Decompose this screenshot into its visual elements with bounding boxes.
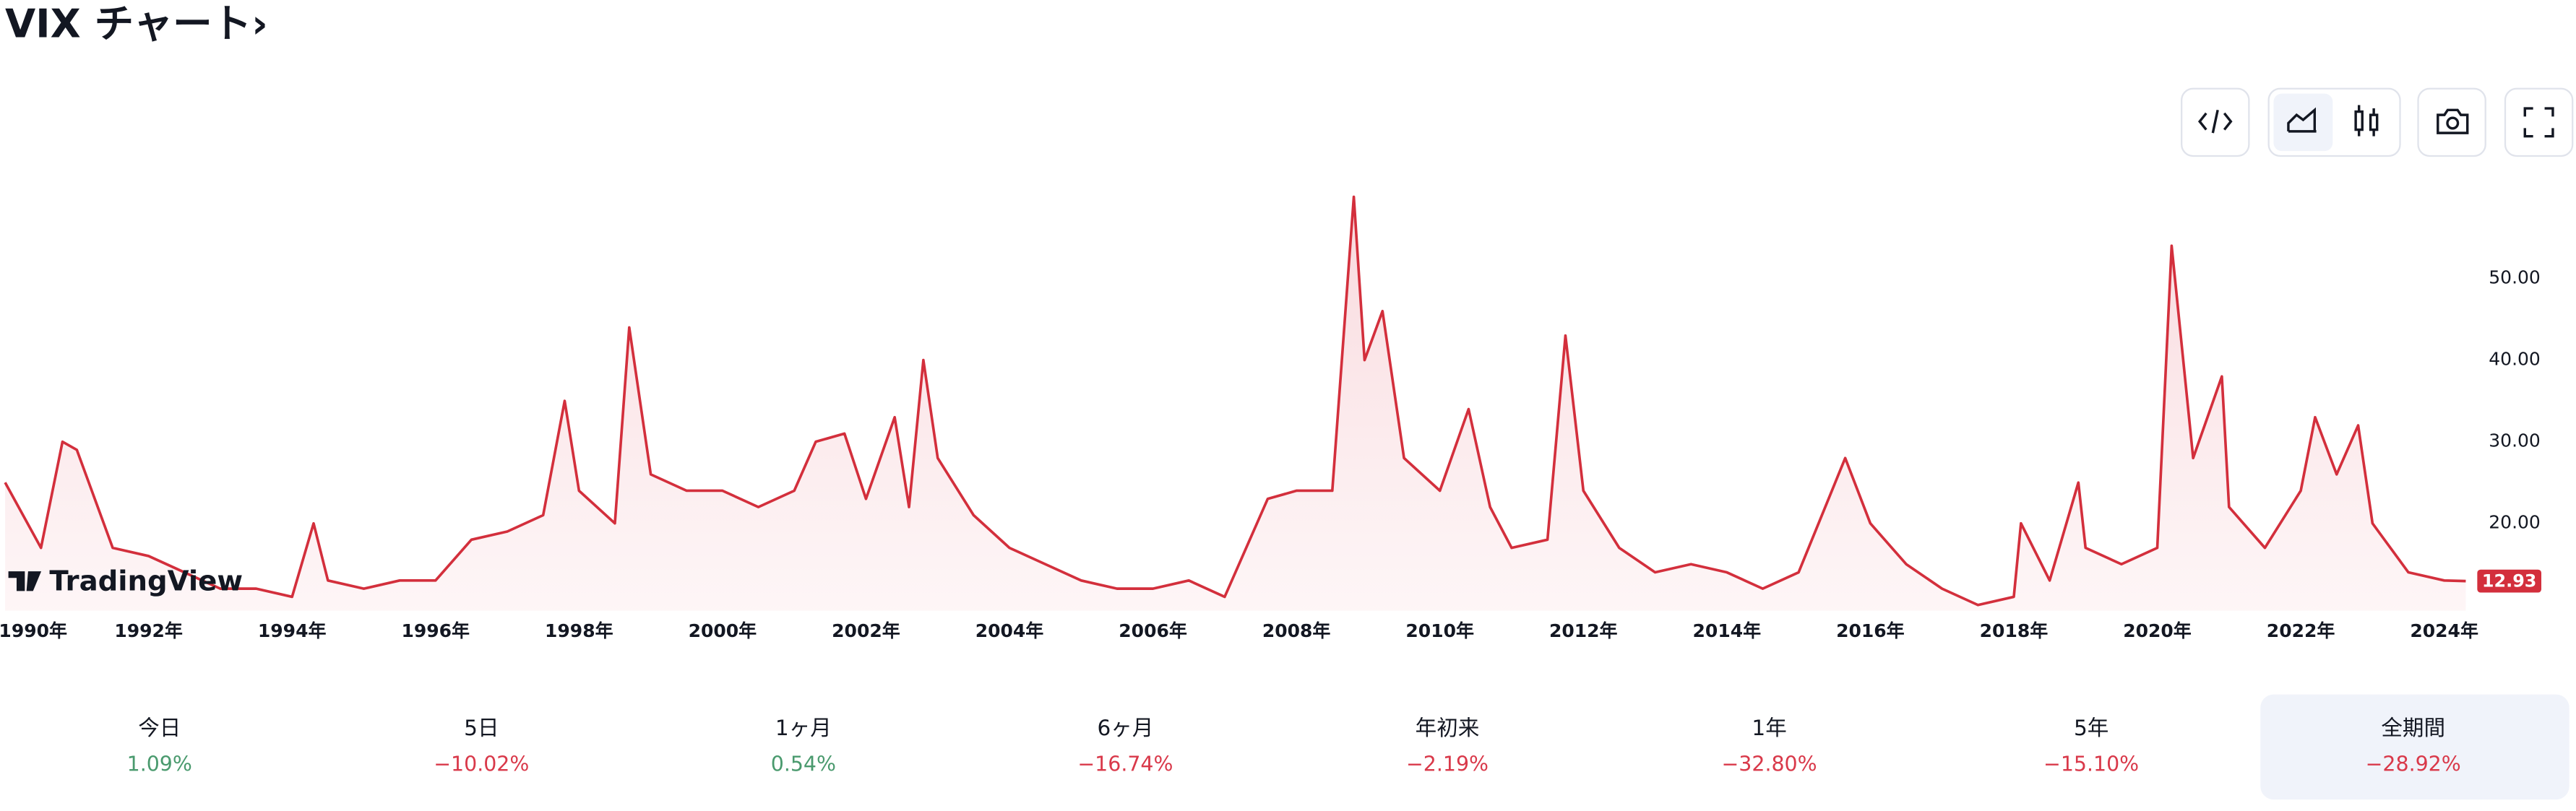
- tab-label: 5日: [464, 716, 499, 740]
- tab-label: 5年: [2074, 716, 2108, 740]
- x-tick-label: 2014年: [1693, 620, 1762, 641]
- x-tick-label: 1990年: [0, 620, 67, 641]
- area-fill: [5, 196, 2466, 611]
- tab-label: 全期間: [2381, 716, 2445, 740]
- tab-value: −32.80%: [1722, 752, 1817, 776]
- x-tick-label: 2006年: [1119, 620, 1187, 641]
- toolbar: [2181, 87, 2574, 157]
- x-tick-label: 2022年: [2267, 620, 2335, 641]
- period-tab[interactable]: 6ヶ月 −16.74%: [1077, 716, 1173, 776]
- period-tab[interactable]: 5日 −10.02%: [434, 716, 529, 776]
- x-tick-label: 2020年: [2123, 620, 2192, 641]
- period-tab[interactable]: 1ヶ月 0.54%: [771, 716, 836, 776]
- y-tick-label: 40.00: [2489, 349, 2541, 370]
- x-tick-label: 1992年: [114, 620, 183, 641]
- x-tick-label: 2012年: [1549, 620, 1618, 641]
- period-tab[interactable]: 今日 1.09%: [127, 716, 192, 776]
- tab-label: 1年: [1752, 716, 1786, 740]
- plot: 20.00 30.00 40.00 50.00 1990年 1992年 1994年 1996年…: [0, 195, 2542, 641]
- tab-label: 1ヶ月: [775, 716, 832, 740]
- tab-value: 0.54%: [771, 752, 836, 776]
- selected-tab-bg: [2260, 694, 2569, 800]
- camera-lens: [2446, 116, 2460, 130]
- page-title: VIX チャート›: [5, 0, 268, 46]
- x-tick-label: 2010年: [1405, 620, 1474, 641]
- y-tick-label: 20.00: [2489, 512, 2541, 533]
- candle-button[interactable]: [2354, 105, 2379, 136]
- snapshot-button[interactable]: [2417, 87, 2486, 157]
- period-tab[interactable]: 全期間 −28.92%: [2366, 716, 2461, 776]
- tab-value: −2.19%: [1406, 752, 1489, 776]
- last-price-box: [2477, 569, 2542, 593]
- logo-text: TradingView: [49, 565, 243, 598]
- x-tick-label: 2008年: [1262, 620, 1331, 641]
- price-line: [4, 195, 2466, 607]
- x-tick-label: 1994年: [258, 620, 327, 641]
- tab-label: 6ヶ月: [1097, 716, 1153, 740]
- embed-button[interactable]: [2181, 87, 2250, 157]
- fullscreen-icon: [2523, 107, 2554, 138]
- tab-value: −10.02%: [434, 752, 529, 776]
- logo-mark: [8, 571, 42, 591]
- y-tick-label: 30.00: [2489, 430, 2541, 451]
- tab-value: −28.92%: [2366, 752, 2461, 776]
- x-tick-label: 2000年: [689, 620, 757, 641]
- x-tick-label: 2002年: [832, 620, 900, 641]
- x-tick-label: 2024年: [2410, 620, 2478, 641]
- tab-label: 今日: [138, 716, 181, 740]
- x-tick-label: 2016年: [1836, 620, 1905, 641]
- period-tab[interactable]: 5年 −15.10%: [2043, 716, 2139, 776]
- area-button[interactable]: [2273, 93, 2333, 152]
- tabs: 今日 1.09% 5日 −10.02% 1ヶ月 0.54% 6ヶ月 −16.74% 年初来 −2.…: [127, 716, 2461, 776]
- embed-icon: [2197, 109, 2233, 134]
- fullscreen-button[interactable]: [2504, 87, 2574, 157]
- logo: TradingView: [8, 565, 243, 598]
- x-tick-label: 2004年: [975, 620, 1044, 641]
- tab-label: 年初来: [1416, 716, 1480, 740]
- camera-icon: [2437, 108, 2469, 134]
- last-price-label: 12.93: [2482, 571, 2536, 591]
- x-tick-label: 1998年: [545, 620, 613, 641]
- x-tick-label: 2018年: [1980, 620, 2049, 641]
- y-tick-label: 50.00: [2489, 267, 2541, 288]
- tab-value: −15.10%: [2043, 752, 2139, 776]
- chart-type-group: [2267, 87, 2401, 157]
- x-tick-label: 1996年: [401, 620, 470, 641]
- period-tab[interactable]: 年初来 −2.19%: [1406, 716, 1489, 776]
- area-icon: [2287, 107, 2317, 133]
- tab-value: 1.09%: [127, 752, 192, 776]
- tab-value: −16.74%: [1077, 752, 1173, 776]
- period-tab[interactable]: 1年 −32.80%: [1722, 716, 1817, 776]
